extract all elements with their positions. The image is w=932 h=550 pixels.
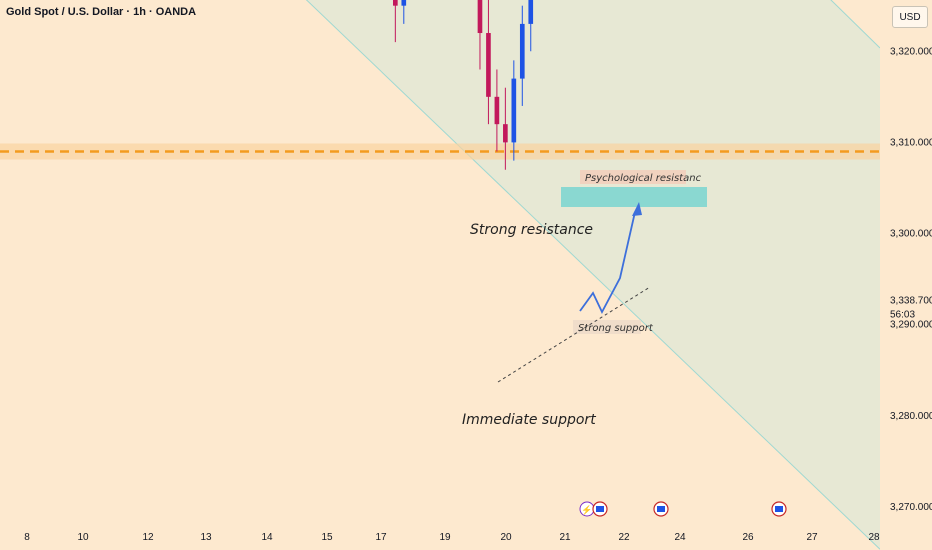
- x-tick-label: 24: [674, 532, 686, 543]
- strong-resistance-label: Strong resistance: [470, 222, 593, 238]
- chart-title: Gold Spot / U.S. Dollar · 1h · OANDA: [6, 6, 197, 18]
- price-tag-label: 3,338.700: [890, 296, 932, 307]
- currency-button[interactable]: USD: [892, 6, 928, 28]
- candle[interactable]: [519, 23, 525, 79]
- x-tick-label: 12: [142, 532, 154, 543]
- x-tick-label: 26: [742, 532, 754, 543]
- y-tick-label: 3,320.000: [890, 46, 932, 57]
- x-tick-label: 15: [321, 532, 333, 543]
- x-tick-label: 28: [868, 532, 880, 543]
- flag-glyph: [775, 506, 783, 512]
- x-tick-label: 10: [77, 532, 89, 543]
- target-label-bg: [580, 170, 686, 184]
- candle[interactable]: [528, 0, 534, 24]
- x-tick-label: 13: [200, 532, 212, 543]
- y-tick-label: 3,280.000: [890, 411, 932, 422]
- x-tick-label: 19: [439, 532, 451, 543]
- x-tick-label: 14: [261, 532, 273, 543]
- strong-support-label: Strong support: [578, 323, 654, 334]
- flag-glyph: [657, 506, 665, 512]
- candle[interactable]: [511, 78, 517, 143]
- flag-glyph: [596, 506, 604, 512]
- candle[interactable]: [486, 33, 491, 97]
- x-tick-label: 20: [500, 532, 512, 543]
- y-axis-panel: [880, 0, 932, 550]
- target-zone-box[interactable]: [561, 187, 707, 207]
- immediate-support-label: Immediate support: [462, 412, 596, 428]
- candle[interactable]: [393, 0, 398, 6]
- candle[interactable]: [477, 0, 483, 34]
- y-tick-label: 3,290.000: [890, 320, 932, 331]
- psychological-resistance-label: Psychological resistanc: [585, 173, 702, 184]
- candle[interactable]: [401, 0, 407, 6]
- x-tick-label: 8: [24, 532, 30, 543]
- y-tick-label: 3,310.000: [890, 137, 932, 148]
- x-tick-label: 21: [559, 532, 571, 543]
- support-label-bg: [573, 320, 641, 334]
- projection-arrowhead: [632, 202, 642, 216]
- channel-lower-line[interactable]: [0, 0, 881, 550]
- channel-fill: [306, 0, 880, 550]
- candle[interactable]: [503, 124, 508, 143]
- lightning-glyph: ⚡: [581, 504, 592, 516]
- projection-path[interactable]: [579, 211, 636, 315]
- y-tick-label: 3,300.000: [890, 229, 932, 240]
- ascending-trendline[interactable]: [497, 286, 651, 383]
- price-tag-label: 56:03: [890, 310, 915, 321]
- x-tick-label: 22: [618, 532, 630, 543]
- candle[interactable]: [494, 96, 500, 125]
- y-tick-label: 3,270.000: [890, 502, 932, 513]
- x-tick-label: 17: [375, 532, 387, 543]
- x-tick-label: 27: [806, 532, 818, 543]
